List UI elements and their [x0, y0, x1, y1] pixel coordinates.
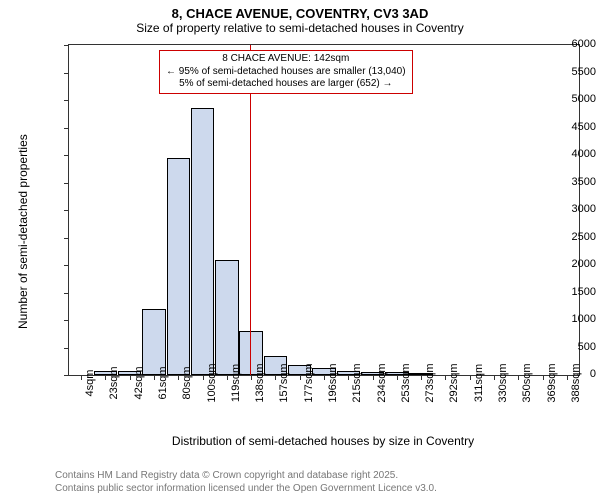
ytick-label: 6000: [534, 38, 596, 50]
xtick-label: 388sqm: [570, 363, 582, 402]
ytick-mark: [64, 293, 69, 294]
ytick-mark: [64, 238, 69, 239]
x-axis-label: Distribution of semi-detached houses by …: [68, 434, 578, 448]
xtick-mark: [300, 375, 301, 380]
ytick-mark: [64, 45, 69, 46]
xtick-mark: [81, 375, 82, 380]
chart-subtitle: Size of property relative to semi-detach…: [0, 21, 600, 39]
ytick-mark: [64, 100, 69, 101]
xtick-mark: [105, 375, 106, 380]
xtick-mark: [397, 375, 398, 380]
xtick-mark: [324, 375, 325, 380]
xtick-label: 138sqm: [254, 363, 266, 402]
ytick-label: 4500: [534, 121, 596, 133]
ytick-label: 5000: [534, 93, 596, 105]
xtick-label: 234sqm: [376, 363, 388, 402]
ytick-label: 4000: [534, 148, 596, 160]
ytick-mark: [64, 210, 69, 211]
ytick-label: 2500: [534, 231, 596, 243]
footer-line-1: Contains HM Land Registry data © Crown c…: [55, 470, 398, 481]
xtick-label: 273sqm: [424, 363, 436, 402]
xtick-mark: [445, 375, 446, 380]
xtick-label: 350sqm: [521, 363, 533, 402]
xtick-label: 4sqm: [84, 370, 96, 397]
ytick-label: 3000: [534, 203, 596, 215]
histogram-bar: [191, 108, 214, 375]
ytick-label: 500: [534, 341, 596, 353]
chart-container: 8, CHACE AVENUE, COVENTRY, CV3 3AD Size …: [0, 0, 600, 500]
ytick-label: 3500: [534, 176, 596, 188]
xtick-label: 42sqm: [133, 366, 145, 399]
xtick-label: 100sqm: [206, 363, 218, 402]
xtick-label: 80sqm: [181, 366, 193, 399]
xtick-mark: [227, 375, 228, 380]
xtick-mark: [421, 375, 422, 380]
annotation-box: 8 CHACE AVENUE: 142sqm← 95% of semi-deta…: [159, 50, 413, 94]
ytick-label: 2000: [534, 258, 596, 270]
xtick-label: 311sqm: [473, 364, 485, 402]
ytick-mark: [64, 320, 69, 321]
ytick-mark: [64, 265, 69, 266]
xtick-mark: [275, 375, 276, 380]
footer-line-2: Contains public sector information licen…: [55, 483, 437, 494]
xtick-label: 215sqm: [351, 363, 363, 402]
histogram-bar: [215, 260, 238, 376]
xtick-label: 23sqm: [108, 366, 120, 399]
xtick-mark: [470, 375, 471, 380]
ytick-label: 1500: [534, 286, 596, 298]
xtick-mark: [251, 375, 252, 380]
xtick-label: 119sqm: [230, 364, 242, 402]
xtick-label: 61sqm: [157, 366, 169, 399]
chart-title: 8, CHACE AVENUE, COVENTRY, CV3 3AD: [0, 0, 600, 21]
ytick-mark: [64, 155, 69, 156]
xtick-mark: [494, 375, 495, 380]
xtick-mark: [178, 375, 179, 380]
xtick-mark: [373, 375, 374, 380]
xtick-label: 330sqm: [497, 363, 509, 402]
xtick-label: 292sqm: [448, 363, 460, 402]
ytick-mark: [64, 375, 69, 376]
annotation-line: 8 CHACE AVENUE: 142sqm: [166, 53, 406, 66]
xtick-mark: [518, 375, 519, 380]
ytick-label: 0: [534, 368, 596, 380]
ytick-mark: [64, 73, 69, 74]
ytick-mark: [64, 183, 69, 184]
annotation-line: ← 95% of semi-detached houses are smalle…: [166, 66, 406, 79]
xtick-label: 177sqm: [303, 363, 315, 402]
histogram-bar: [142, 309, 165, 375]
histogram-bar: [167, 158, 190, 375]
ytick-label: 1000: [534, 313, 596, 325]
xtick-label: 253sqm: [400, 363, 412, 402]
annotation-line: 5% of semi-detached houses are larger (6…: [166, 78, 406, 91]
plot-area: 8 CHACE AVENUE: 142sqm← 95% of semi-deta…: [68, 44, 580, 376]
xtick-mark: [130, 375, 131, 380]
ytick-mark: [64, 348, 69, 349]
xtick-mark: [203, 375, 204, 380]
xtick-label: 157sqm: [278, 363, 290, 402]
xtick-mark: [154, 375, 155, 380]
ytick-label: 5500: [534, 66, 596, 78]
xtick-label: 369sqm: [546, 363, 558, 402]
ytick-mark: [64, 128, 69, 129]
xtick-label: 196sqm: [327, 363, 339, 402]
reference-line: [250, 45, 251, 375]
xtick-mark: [348, 375, 349, 380]
y-axis-label: Number of semi-detached properties: [16, 134, 30, 329]
